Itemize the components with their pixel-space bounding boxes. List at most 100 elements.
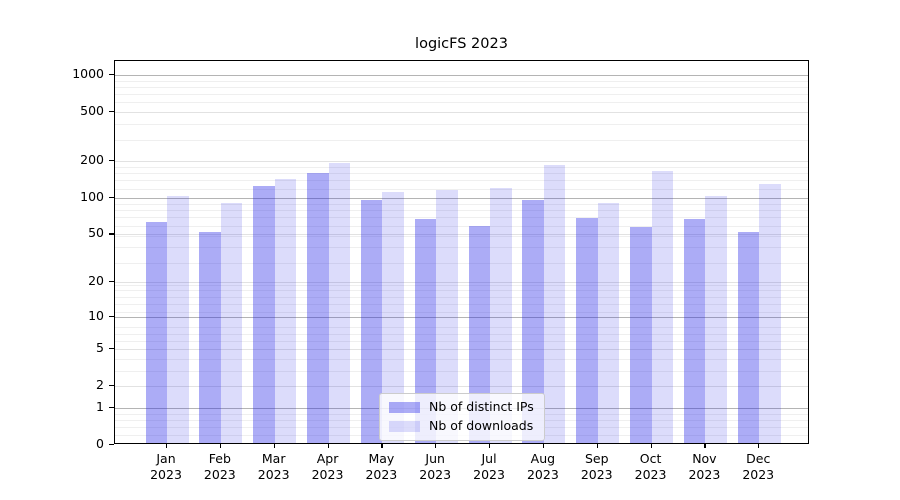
gridline [115, 235, 808, 237]
y-tick-mark [109, 233, 114, 235]
y-tick-label: 50 [88, 225, 104, 241]
gridline [115, 333, 808, 335]
x-tick-mark [489, 444, 491, 448]
y-tick-mark [109, 406, 114, 409]
x-tick-mark [327, 444, 329, 448]
bar [705, 195, 727, 443]
gridline [115, 311, 808, 313]
gridline [115, 173, 808, 175]
y-tick-label: 20 [88, 272, 104, 288]
gridline [115, 281, 808, 283]
gridline [115, 247, 808, 249]
x-tick-mark [650, 444, 652, 448]
bar [328, 163, 351, 443]
y-tick-label: 500 [80, 103, 104, 119]
gridline [115, 370, 808, 372]
gridline [115, 349, 808, 351]
y-tick-label: 1 [96, 398, 104, 414]
gridline [115, 94, 808, 96]
gridline [115, 340, 808, 342]
x-tick-label: Jun 2023 [419, 451, 452, 482]
bar [630, 227, 652, 443]
y-tick-mark [109, 111, 114, 113]
x-tick-mark [381, 444, 383, 448]
bar [759, 184, 781, 443]
y-tick-mark [109, 160, 114, 162]
legend-row: Nb of distinct IPs [389, 400, 534, 414]
gridline [115, 124, 808, 126]
x-tick-label: May 2023 [365, 451, 398, 482]
bar [522, 200, 544, 443]
gridline [115, 290, 808, 292]
x-tick-label: Oct 2023 [634, 451, 667, 482]
x-tick-mark [273, 444, 275, 448]
y-tick-mark [109, 315, 114, 317]
y-tick-mark [109, 348, 114, 350]
gridline [115, 102, 808, 104]
x-tick-mark [596, 444, 598, 448]
gridline [115, 234, 808, 236]
gridline [115, 262, 808, 264]
gridline [115, 180, 808, 182]
gridline [115, 87, 808, 89]
gridline [115, 188, 808, 190]
x-tick-label: Aug 2023 [526, 451, 559, 482]
x-tick-label: Sep 2023 [580, 451, 613, 482]
bar [597, 202, 620, 443]
y-tick-mark [109, 444, 114, 446]
y-tick-label: 0 [96, 436, 104, 451]
x-tick-label: Dec 2023 [742, 451, 775, 482]
x-tick-label: Apr 2023 [311, 451, 344, 482]
gridline [115, 284, 808, 286]
bar [436, 190, 458, 443]
bar [253, 186, 275, 443]
gridline [115, 303, 808, 305]
bar [576, 217, 598, 443]
y-tick-mark [109, 74, 114, 76]
legend-swatch-distinct-ips [389, 401, 420, 413]
y-tick-label: 1000 [72, 66, 104, 82]
bar [651, 170, 674, 443]
bar [307, 173, 329, 443]
y-tick-label: 200 [80, 152, 104, 168]
gridline [115, 210, 808, 212]
gridline [115, 139, 808, 141]
x-tick-mark [704, 444, 706, 448]
x-tick-label: Jan 2023 [150, 451, 182, 482]
bar [683, 219, 706, 443]
gridline [115, 166, 808, 168]
bar [543, 164, 566, 443]
x-tick-label: Jul 2023 [473, 451, 505, 482]
legend-swatch-downloads [389, 420, 420, 432]
bar [737, 232, 760, 443]
plot-area: Nb of distinct IPs Nb of downloads [114, 60, 809, 444]
gridline [115, 112, 808, 114]
bar [490, 188, 512, 443]
bar [167, 195, 189, 443]
gridline [115, 327, 808, 329]
bar [274, 179, 297, 443]
x-tick-label: Feb 2023 [203, 451, 236, 482]
gridline [115, 296, 808, 298]
bar [414, 219, 437, 443]
gridline [115, 80, 808, 82]
bar [145, 222, 167, 443]
x-tick-mark [219, 444, 222, 448]
bar [382, 191, 404, 443]
gridline-decade [115, 75, 808, 77]
chart-title: logicFS 2023 [415, 36, 508, 52]
y-tick-label: 10 [88, 307, 104, 323]
x-tick-label: Mar 2023 [257, 451, 290, 482]
x-tick-mark [758, 444, 760, 448]
legend-label: Nb of distinct IPs [429, 399, 534, 414]
y-tick-mark [109, 280, 114, 283]
x-tick-mark [542, 444, 545, 448]
bar [199, 232, 221, 443]
y-tick-mark [109, 385, 114, 387]
bar [468, 225, 491, 443]
gridline [115, 161, 808, 163]
x-tick-mark [435, 444, 437, 448]
bar [220, 202, 243, 443]
legend-label: Nb of downloads [429, 418, 534, 433]
